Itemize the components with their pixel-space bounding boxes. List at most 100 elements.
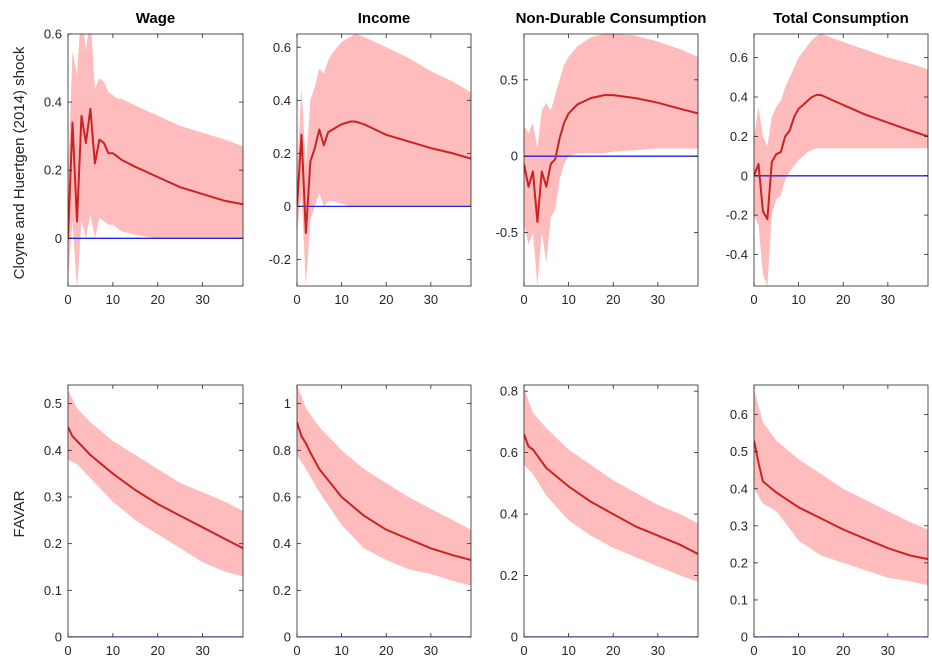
panel-2: -0.2 0 0.2 0.4 0.6 0 10 20 30 Income	[269, 10, 472, 307]
x-tick-label: 10	[791, 643, 805, 658]
axes-box	[67, 384, 244, 638]
y-tick-label: 0	[511, 630, 518, 645]
y-tick-label: 0.2	[730, 555, 748, 570]
impulse-response-line	[754, 94, 928, 221]
x-tick-label: 10	[334, 292, 348, 307]
y-tick-label: 0.2	[44, 536, 62, 551]
axes-box	[523, 384, 699, 638]
y-tick-label: -0.2	[726, 208, 748, 223]
panel-title: Total Consumption	[773, 10, 909, 27]
confidence-band	[524, 34, 698, 286]
panel-title: Income	[358, 10, 411, 27]
y-tick-label: 0.5	[44, 396, 62, 411]
x-tick-label: 10	[561, 292, 575, 307]
panel-title: Wage	[136, 10, 175, 27]
x-tick-label: 0	[520, 643, 527, 658]
y-tick-label: 0.4	[273, 93, 291, 108]
y-tick-label: 0.2	[500, 568, 518, 583]
y-tick-label: 0.5	[500, 72, 518, 87]
x-tick-label: 0	[520, 292, 527, 307]
panel-4: -0.4 -0.2 0 0.2 0.4 0.6 0 10 20 30 Total Consumpti…	[726, 10, 929, 307]
x-tick-label: 20	[836, 643, 850, 658]
plot-area	[524, 388, 698, 637]
y-tick-label: 0.2	[44, 163, 62, 178]
panel-5: 0 0.1 0.2 0.3 0.4 0.5 0 10 20 30	[44, 384, 244, 658]
x-tick-label: 0	[64, 643, 71, 658]
y-tick-label: 0.6	[273, 40, 291, 55]
impulse-response-line	[524, 94, 698, 223]
x-tick-label: 20	[606, 643, 620, 658]
confidence-band	[754, 388, 928, 586]
y-tick-label: 0.6	[500, 445, 518, 460]
axes-box	[753, 384, 929, 638]
x-tick-label: 30	[651, 292, 665, 307]
axes-box	[67, 33, 244, 287]
confidence-band	[68, 34, 243, 286]
confidence-band	[754, 34, 928, 286]
y-tick-label: -0.2	[269, 252, 291, 267]
y-tick-label: 0.6	[730, 407, 748, 422]
confidence-band	[297, 34, 471, 286]
y-tick-label: 0	[55, 630, 62, 645]
confidence-band	[297, 385, 471, 586]
impulse-response-line	[297, 120, 471, 234]
confidence-band	[68, 389, 243, 577]
plot-area	[68, 389, 243, 637]
panel-6: 00.20.40.60.810 10 20 30	[273, 384, 472, 658]
plot-area	[524, 34, 698, 286]
x-tick-label: 0	[64, 292, 71, 307]
y-tick-label: 0.4	[730, 90, 748, 105]
x-tick-label: 10	[106, 292, 120, 307]
x-tick-label: 0	[750, 643, 757, 658]
y-tick-label: 0.2	[273, 583, 291, 598]
y-tick-label: 0.4	[44, 95, 62, 110]
x-tick-label: 20	[379, 292, 393, 307]
panel-7: 0 0.2 0.4 0.6 0.8 0 10 20 30	[500, 384, 699, 658]
y-tick-label: 0.1	[730, 592, 748, 607]
y-tick-label: 0	[284, 630, 291, 645]
impulse-response-line	[297, 421, 471, 561]
y-tick-label: 0.6	[730, 50, 748, 65]
row-label-top: Cloyne and Huertgen (2014) shock	[11, 46, 28, 279]
x-tick-label: 20	[151, 292, 165, 307]
x-tick-label: 0	[750, 292, 757, 307]
axes-box	[296, 33, 472, 287]
impulse-response-line	[524, 433, 698, 555]
y-tick-label: 0	[511, 149, 518, 164]
plot-area	[754, 388, 928, 637]
axes-box	[753, 33, 929, 287]
y-tick-label: 1	[284, 396, 291, 411]
x-tick-label: 10	[106, 643, 120, 658]
y-tick-label: 0.8	[500, 384, 518, 399]
impulse-response-line	[68, 426, 243, 550]
x-tick-label: 10	[791, 292, 805, 307]
axes-box	[523, 33, 699, 287]
x-tick-label: 30	[195, 643, 209, 658]
x-tick-label: 0	[293, 643, 300, 658]
impulse-response-line	[68, 107, 243, 239]
x-tick-label: 30	[424, 643, 438, 658]
x-tick-label: 30	[424, 292, 438, 307]
plot-area	[297, 385, 471, 637]
y-tick-label: 0	[55, 231, 62, 246]
y-tick-label: 0.3	[730, 518, 748, 533]
x-tick-label: 30	[881, 292, 895, 307]
y-tick-label: 0.1	[44, 583, 62, 598]
y-tick-label: 0.2	[273, 146, 291, 161]
confidence-band	[524, 388, 698, 582]
x-tick-label: 30	[651, 643, 665, 658]
panel-title: Non-Durable Consumption	[516, 10, 707, 27]
x-tick-label: 30	[195, 292, 209, 307]
plot-area	[754, 34, 928, 286]
x-tick-label: 20	[836, 292, 850, 307]
y-tick-label: 0.4	[730, 481, 748, 496]
x-tick-label: 0	[293, 292, 300, 307]
row-label-bottom: FAVAR	[11, 490, 28, 537]
y-tick-label: 0.8	[273, 443, 291, 458]
x-tick-label: 20	[379, 643, 393, 658]
y-tick-label: 0.4	[273, 536, 291, 551]
impulse-response-line	[754, 440, 928, 561]
y-tick-label: 0.6	[44, 27, 62, 42]
y-tick-label: -0.4	[726, 247, 748, 262]
y-tick-label: -0.5	[496, 225, 518, 240]
